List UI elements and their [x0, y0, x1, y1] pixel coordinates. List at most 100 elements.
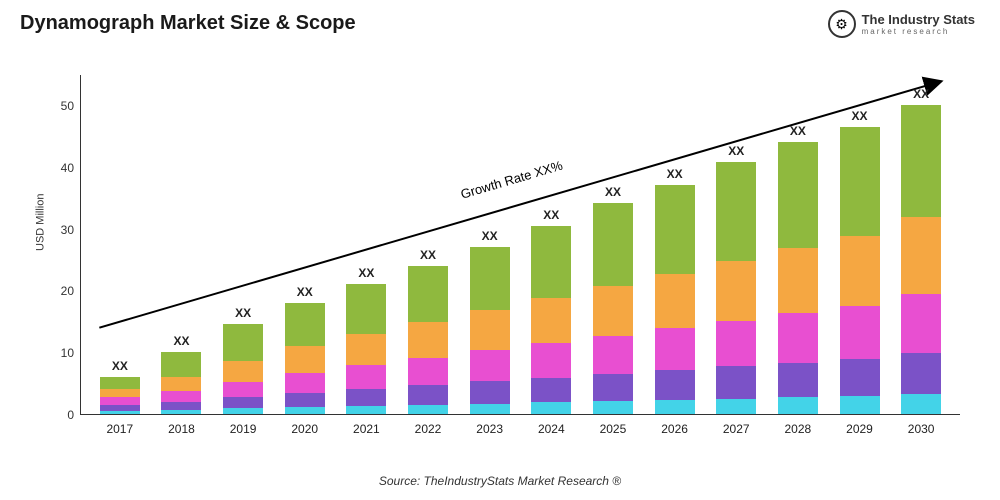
bar-segment [470, 350, 510, 381]
bar-segment [778, 142, 818, 248]
bar-segment [531, 343, 571, 378]
bar-group: XX2028 [767, 124, 829, 414]
bar-value-label: XX [173, 334, 189, 348]
bar-segment [716, 399, 756, 414]
bar [161, 352, 201, 414]
bar-value-label: XX [112, 359, 128, 373]
bar [408, 266, 448, 414]
bar-segment [840, 396, 880, 414]
bar-group: XX2030 [890, 87, 952, 414]
bar-segment [470, 404, 510, 415]
x-tick-label: 2023 [476, 422, 503, 436]
bar-group: XX2029 [829, 109, 891, 414]
bar-value-label: XX [852, 109, 868, 123]
bar-segment [285, 373, 325, 393]
bar-segment [346, 284, 386, 333]
x-tick-label: 2021 [353, 422, 380, 436]
bar-segment [778, 363, 818, 398]
bar [593, 203, 633, 414]
bar-segment [840, 127, 880, 236]
x-tick-label: 2027 [723, 422, 750, 436]
bar-group: XX2027 [705, 144, 767, 414]
x-tick-label: 2026 [661, 422, 688, 436]
bar [778, 142, 818, 414]
y-tick: 50 [61, 99, 74, 113]
bar [285, 303, 325, 414]
bar-segment [161, 410, 201, 414]
bar-value-label: XX [667, 167, 683, 181]
logo-main-text: The Industry Stats [862, 13, 975, 26]
bar [716, 162, 756, 414]
bar-segment [593, 286, 633, 335]
bar [346, 284, 386, 414]
bar-segment [285, 407, 325, 414]
bars-container: XX2017XX2018XX2019XX2020XX2021XX2022XX20… [81, 75, 960, 414]
bar-segment [531, 226, 571, 299]
x-tick-label: 2022 [415, 422, 442, 436]
bar [901, 105, 941, 414]
bar-segment [840, 306, 880, 359]
bar-segment [655, 185, 695, 273]
bar-group: XX2019 [212, 306, 274, 414]
bar-segment [346, 389, 386, 406]
bar-segment [100, 389, 140, 397]
bar-segment [285, 303, 325, 346]
bar-segment [408, 405, 448, 414]
bar-segment [408, 266, 448, 322]
bar [531, 226, 571, 415]
bar-segment [593, 336, 633, 374]
bar-segment [470, 247, 510, 310]
bar-segment [778, 248, 818, 313]
bar-segment [223, 382, 263, 397]
bar-group: XX2022 [397, 248, 459, 414]
bar-segment [593, 374, 633, 401]
bar-segment [840, 359, 880, 396]
x-tick-label: 2029 [846, 422, 873, 436]
bar-segment [161, 352, 201, 377]
bar-group: XX2025 [582, 185, 644, 414]
bar-segment [716, 321, 756, 367]
logo-text: The Industry Stats market research [862, 13, 975, 36]
bar-segment [531, 298, 571, 343]
bar-segment [408, 385, 448, 405]
bar-segment [470, 381, 510, 403]
bar-segment [778, 397, 818, 414]
bar-group: XX2023 [459, 229, 521, 414]
bar-value-label: XX [358, 266, 374, 280]
bar-segment [161, 391, 201, 402]
bar-segment [100, 411, 140, 414]
bar-segment [716, 162, 756, 261]
bar [840, 127, 880, 414]
bar-segment [285, 346, 325, 373]
y-tick: 30 [61, 223, 74, 237]
bar-segment [346, 406, 386, 414]
y-axis: 01020304050 [40, 75, 80, 415]
x-tick-label: 2018 [168, 422, 195, 436]
source-citation: Source: TheIndustryStats Market Research… [0, 474, 1000, 488]
bar-segment [408, 358, 448, 385]
bar-segment [223, 408, 263, 414]
bar-segment [901, 105, 941, 217]
bar-value-label: XX [605, 185, 621, 199]
bar-segment [100, 397, 140, 405]
x-tick-label: 2025 [600, 422, 627, 436]
y-tick: 40 [61, 161, 74, 175]
bar-segment [285, 393, 325, 407]
bar [223, 324, 263, 414]
bar-segment [655, 370, 695, 400]
bar-group: XX2020 [274, 285, 336, 414]
bar-segment [840, 236, 880, 306]
x-tick-label: 2017 [106, 422, 133, 436]
y-tick: 10 [61, 346, 74, 360]
bar-segment [531, 378, 571, 403]
bar-segment [161, 402, 201, 410]
bar-segment [901, 353, 941, 394]
bar-segment [655, 274, 695, 328]
bar-segment [223, 397, 263, 408]
bar-segment [778, 313, 818, 362]
x-tick-label: 2024 [538, 422, 565, 436]
x-tick-label: 2028 [785, 422, 812, 436]
bar [470, 247, 510, 414]
bar-group: XX2024 [520, 208, 582, 415]
gear-icon: ⚙ [828, 10, 856, 38]
